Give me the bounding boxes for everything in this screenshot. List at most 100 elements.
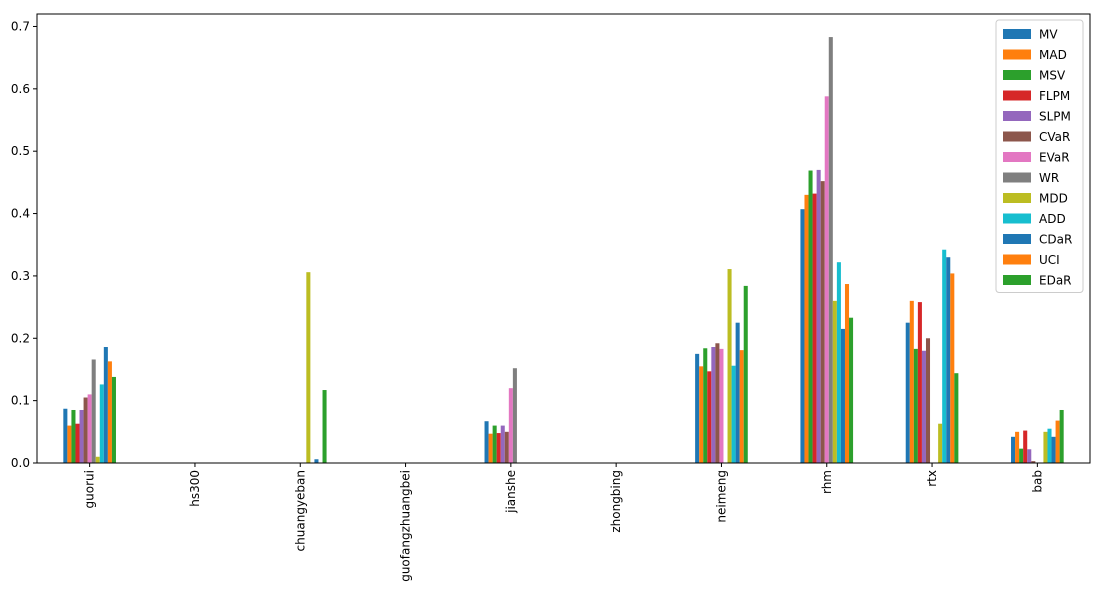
bar-add-guorui [99, 384, 104, 463]
y-tick-label: 0.0 [11, 456, 30, 470]
x-tick-label: guofangzhuangbei [399, 470, 413, 582]
x-tick-label: rtx [925, 470, 939, 487]
bar-wr-jianshe [512, 368, 517, 463]
legend-swatch-wr [1003, 172, 1031, 183]
bar-mad-guorui [67, 425, 72, 463]
bar-cdar-neimeng [735, 322, 740, 463]
bar-flpm-guorui [75, 423, 80, 463]
bar-msv-bab [1019, 448, 1024, 463]
y-tick-label: 0.4 [11, 207, 30, 221]
legend-swatch-mad [1003, 49, 1031, 60]
legend-swatch-mv [1003, 29, 1031, 39]
legend-label: WR [1039, 171, 1059, 185]
bar-mdd-neimeng [727, 269, 732, 463]
legend-label: CVaR [1039, 130, 1070, 144]
bar-mad-rhm [804, 194, 809, 463]
bar-edar-bab [1059, 409, 1064, 463]
x-tick-label: hs300 [188, 470, 202, 507]
bar-uci-neimeng [739, 350, 744, 463]
x-tick-label: jianshe [504, 470, 518, 514]
bar-cdar-chuangyeban [314, 459, 319, 463]
x-tick-label: bab [1030, 470, 1044, 493]
bar-cvar-rtx [925, 338, 931, 463]
axes-frame [36, 13, 1091, 464]
legend-swatch-cdar [1003, 234, 1031, 244]
bar-evar-jianshe [508, 388, 513, 463]
bar-edar-rhm [849, 317, 854, 463]
bar-mv-jianshe [484, 421, 489, 463]
bar-evar-rhm [824, 96, 829, 464]
legend-swatch-mdd [1003, 193, 1031, 203]
legend-label: MDD [1039, 192, 1068, 206]
bar-flpm-rhm [812, 193, 817, 463]
bar-mdd-rtx [938, 423, 943, 463]
legend-label: MSV [1039, 69, 1066, 83]
bar-add-rtx [942, 249, 947, 463]
legend-swatch-evar [1003, 152, 1031, 162]
bar-mdd-chuangyeban [306, 272, 311, 463]
legend-swatch-add [1003, 213, 1031, 224]
bar-mv-bab [1011, 436, 1016, 463]
bar-mad-jianshe [488, 433, 493, 463]
bar-edar-guorui [111, 376, 116, 463]
bar-cvar-rhm [820, 181, 825, 463]
y-tick-label: 0.1 [11, 394, 30, 408]
x-tick-label: zhongbing [609, 470, 623, 533]
bar-msv-neimeng [703, 348, 708, 463]
legend-swatch-msv [1003, 70, 1031, 80]
legend-label: ADD [1039, 212, 1066, 226]
bar-cdar-rtx [946, 257, 951, 463]
bar-slpm-rhm [816, 169, 821, 463]
legend-label: MV [1039, 28, 1058, 42]
bar-cdar-guorui [103, 347, 108, 463]
bar-slpm-jianshe [500, 425, 505, 463]
bar-mv-guorui [63, 408, 68, 463]
bar-evar-guorui [87, 394, 92, 463]
bar-mv-neimeng [695, 353, 700, 463]
bar-uci-bab [1055, 420, 1060, 463]
bar-mdd-bab [1043, 431, 1048, 463]
bar-slpm-neimeng [711, 347, 716, 463]
bar-msv-rtx [913, 348, 918, 463]
bars-group [63, 37, 1064, 464]
legend-label: EDaR [1039, 274, 1072, 288]
x-tick-label: chuangyeban [293, 470, 307, 551]
legend-label: EVaR [1039, 151, 1070, 165]
x-tick-label: neimeng [714, 470, 728, 523]
bar-wr-rhm [828, 37, 833, 464]
bar-msv-guorui [71, 409, 76, 463]
bar-flpm-neimeng [707, 371, 712, 463]
x-tick-label: rhm [820, 470, 834, 494]
y-tick-label: 0.2 [11, 331, 30, 345]
bar-mad-rtx [909, 300, 914, 463]
bar-mdd-rhm [832, 300, 837, 463]
bar-evar-neimeng [719, 348, 724, 463]
bar-slpm-guorui [79, 409, 84, 463]
bar-msv-jianshe [492, 425, 497, 463]
legend-swatch-uci [1003, 254, 1031, 265]
bar-slpm-rtx [921, 350, 926, 463]
x-axis: guorui hs300 chuangyeban guofangzhuangbei ji… [83, 463, 1044, 582]
bar-uci-rtx [950, 273, 955, 463]
legend-swatch-flpm [1003, 90, 1031, 101]
bar-cvar-jianshe [504, 431, 509, 463]
bar-mad-bab [1015, 431, 1020, 463]
legend-label: CDaR [1039, 233, 1072, 247]
bar-uci-guorui [107, 361, 112, 463]
bar-add-neimeng [731, 365, 736, 463]
y-tick-label: 0.6 [11, 82, 30, 96]
legend-swatch-slpm [1003, 111, 1031, 121]
bar-add-bab [1047, 428, 1052, 463]
bar-edar-rtx [954, 373, 959, 463]
y-tick-label: 0.5 [11, 144, 30, 158]
bar-cdar-bab [1051, 436, 1056, 463]
legend-label: FLPM [1039, 89, 1070, 103]
bar-edar-chuangyeban [322, 390, 327, 463]
bar-uci-rhm [844, 284, 850, 463]
legend-swatch-cvar [1003, 131, 1031, 142]
legend-label: SLPM [1039, 110, 1071, 124]
bar-msv-rhm [808, 170, 813, 464]
bar-flpm-bab [1023, 430, 1028, 463]
bar-cvar-neimeng [715, 343, 720, 463]
